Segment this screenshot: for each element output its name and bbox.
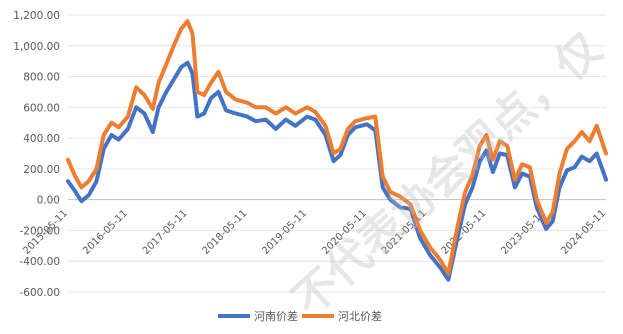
y-tick-label: 800.00 xyxy=(23,72,60,84)
x-axis-ticks: 2015-05-11 2016-05-11 2017-05-11 2018-05-11… xyxy=(21,208,608,257)
y-tick-label: 1,200.00 xyxy=(13,10,60,22)
x-tick-label: 2024-05-11 xyxy=(559,208,608,257)
x-tick-label: 2016-05-11 xyxy=(81,208,130,257)
y-tick-label: 400.00 xyxy=(23,133,60,145)
x-tick-label: 2018-05-11 xyxy=(201,208,250,257)
y-axis-ticks: -600.00 -400.00 -200.00 0.00 200.00 400.00 600… xyxy=(13,10,60,299)
legend-label-series-1: 河南价差 xyxy=(254,309,298,323)
series-line-1 xyxy=(66,60,608,282)
legend: 河南价差 河北价差 xyxy=(218,309,382,323)
series-line-2 xyxy=(66,19,608,276)
series-lines xyxy=(66,19,608,282)
y-tick-label: 1,000.00 xyxy=(13,41,60,53)
y-tick-label: 0.00 xyxy=(37,195,60,207)
y-tick-label: -600.00 xyxy=(19,287,60,299)
y-tick-label: -400.00 xyxy=(19,256,60,268)
legend-label-series-2: 河北价差 xyxy=(338,309,382,323)
x-tick-label: 2017-05-11 xyxy=(141,208,190,257)
y-tick-label: -200.00 xyxy=(19,225,60,237)
y-tick-label: 600.00 xyxy=(23,102,60,114)
x-tick-label: 2019-05-11 xyxy=(260,208,309,257)
y-tick-label: 200.00 xyxy=(23,164,60,176)
